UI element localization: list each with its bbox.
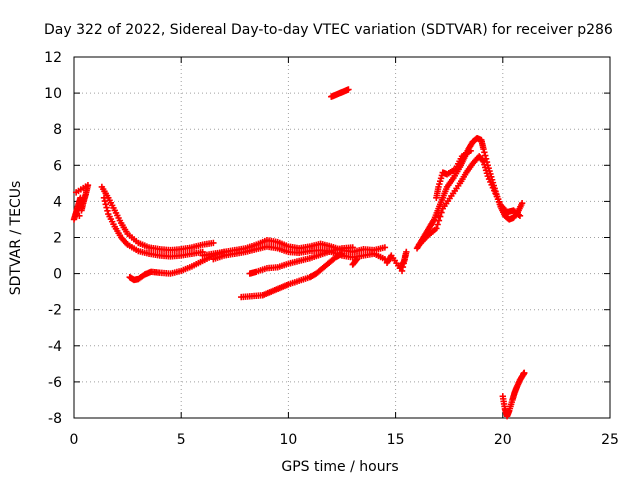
y-tick-label: 12: [44, 50, 62, 66]
data-point-fill: [352, 257, 360, 264]
data-point: [210, 239, 217, 247]
y-tick-label: -8: [48, 411, 62, 427]
data-point-fill: [399, 263, 407, 271]
data-point: [518, 200, 526, 207]
y-tick-label: -4: [48, 339, 62, 355]
chart-title: Day 322 of 2022, Sidereal Day-to-day VTE…: [44, 22, 613, 38]
y-tick-label: 0: [53, 267, 62, 283]
data-point: [345, 86, 352, 93]
data-point-fill: [438, 209, 445, 216]
data-point-fill: [402, 252, 409, 259]
y-tick-label: 4: [53, 194, 62, 210]
x-tick-label: 20: [494, 432, 512, 448]
data-point: [433, 225, 440, 232]
data-point: [100, 194, 108, 201]
data-point: [72, 189, 80, 196]
x-tick-label: 5: [177, 432, 186, 448]
data-point-fill: [401, 256, 408, 263]
y-tick-label: 6: [53, 158, 62, 174]
x-tick-label: 10: [279, 432, 297, 448]
x-tick-label: 0: [70, 432, 79, 448]
data-point: [338, 250, 346, 257]
x-axis-label: GPS time / hours: [281, 459, 398, 475]
data-point-fill: [103, 204, 110, 211]
data-point: [521, 369, 528, 377]
y-tick-label: 8: [53, 122, 62, 138]
plot-frame: [73, 56, 611, 419]
data-point-fill: [400, 260, 407, 267]
grid: [74, 57, 610, 418]
data-point-fill: [515, 211, 522, 218]
data-point-fill: [434, 221, 441, 228]
x-tick-label: 15: [387, 432, 405, 448]
data-point-fill: [102, 201, 109, 208]
axes: 0 5 10 15 20 25 -8 -6 -4 -2 0 2 4 6 8 10 12: [44, 50, 619, 448]
data-point: [381, 244, 389, 251]
y-tick-label: 2: [53, 231, 62, 247]
y-tick-label: 10: [44, 86, 62, 102]
y-tick-label: -2: [48, 303, 62, 319]
data-point-fill: [104, 207, 111, 214]
data-point-fill: [482, 152, 489, 159]
data-point-fill: [479, 157, 486, 164]
data-point-fill: [481, 149, 488, 156]
data-point: [516, 212, 524, 220]
data-point: [435, 212, 442, 220]
data-point-fill: [101, 197, 109, 205]
data-marks: [70, 86, 528, 420]
x-tick-label: 25: [601, 432, 619, 448]
data-point: [480, 145, 487, 153]
y-axis-label: SDTVAR / TECUs: [8, 181, 24, 296]
data-point: [76, 212, 83, 220]
data-point: [403, 248, 410, 256]
y-tick-label: -6: [48, 375, 62, 391]
data-point: [349, 244, 356, 251]
data-point: [467, 147, 474, 155]
data-point: [353, 255, 361, 263]
data-point: [398, 267, 406, 275]
